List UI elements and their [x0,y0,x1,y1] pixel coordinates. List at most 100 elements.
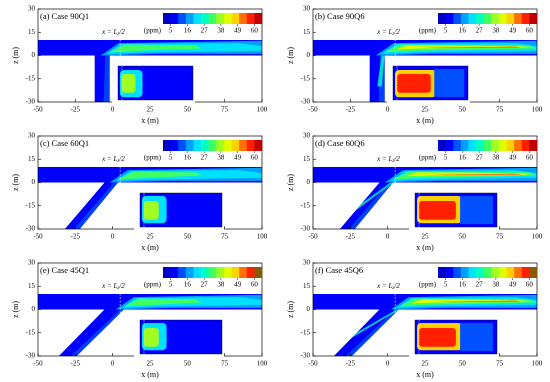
colorbar-label: (ppm) [419,281,437,289]
colorbar-swatch [468,267,477,278]
colorbar-tick-label: 16 [459,154,467,162]
panel: -50 -25 0 25 50 75 100 -30 -15 0 15 30 x (m) z (m) (c)… [11,132,268,252]
colorbar-swatch [208,267,217,278]
x-axis-label: x (m) [416,116,434,125]
panel: -50 -25 0 25 50 75 100 -30 -15 0 15 30 x (m) z (m) (f)… [286,259,543,379]
colorbar-tick-label: 5 [444,27,448,35]
colorbar-swatch [163,267,171,278]
inset-blob [122,74,136,93]
y-tick-label: 30 [28,132,36,140]
x-tick-label: 25 [147,360,155,368]
colorbar-swatch [521,267,530,278]
colorbar-swatch [208,13,217,24]
colorbar-tick-label: 27 [201,27,209,35]
plume [342,294,537,356]
x-tick-label: 25 [147,106,155,114]
y-tick-label: 0 [32,51,36,59]
y-tick-label: 15 [303,155,311,163]
colorbar-swatch [506,267,515,278]
colorbar-swatch [453,13,462,24]
inset-frame [392,65,469,101]
annotation-part: x = L [376,28,392,36]
x-tick-label: -50 [33,106,43,114]
colorbar-swatch [193,267,202,278]
colorbar-swatch [178,140,187,151]
inset-frame [117,65,194,101]
colorbar-tick-label: 27 [476,281,484,289]
colorbar-swatch [460,13,469,24]
plume [100,40,262,102]
colorbar-swatch [254,140,263,151]
colorbar-tick-label: 38 [492,27,500,35]
y-tick-label: 0 [32,178,36,186]
annotation-part: x = L [376,155,392,163]
colorbar-swatch [163,13,171,24]
colorbar-swatch [216,140,225,151]
y-tick-label: 30 [28,259,36,267]
colorbar-swatch [239,13,248,24]
colorbar-tick-label: 49 [509,27,516,35]
x-tick-label: 50 [459,233,467,241]
y-tick-label: 30 [303,132,311,140]
y-tick-label: -30 [301,98,311,106]
colorbar-tick-label: 16 [459,27,467,35]
x-tick-label: 0 [386,106,390,114]
x-tick-label: 100 [257,106,268,114]
plume [73,167,262,229]
y-tick-label: -30 [301,352,311,360]
colorbar-swatch [201,140,209,151]
colorbar-label: (ppm) [419,27,437,35]
x-tick-label: 75 [221,233,229,241]
x-tick-label: 0 [111,106,115,114]
x-tick-label: 75 [496,106,504,114]
colorbar-tick-label: 16 [184,281,192,289]
annotation-part: /2 [118,28,125,36]
colorbar-swatch [445,140,454,151]
inset [409,316,499,358]
colorbar-swatch [231,140,240,151]
colorbar-swatch [476,140,484,151]
colorbar-swatch [201,13,209,24]
x-tick-label: 25 [422,360,430,368]
y-axis-label: z (m) [286,47,295,64]
colorbar-swatch [521,140,530,151]
branch [333,308,400,356]
y-tick-label: -15 [301,328,311,336]
y-tick-label: 30 [303,5,311,13]
colorbar-swatch [223,267,232,278]
x-tick-label: 50 [459,106,467,114]
colorbar-swatch [185,13,194,24]
y-tick-label: 15 [303,28,311,36]
x-tick-label: 0 [111,233,115,241]
colorbar-swatch [468,13,477,24]
annotation-part: /2 [393,155,400,163]
colorbar-swatch [506,140,515,151]
inset-blob [460,323,493,351]
colorbar-swatch [483,140,492,151]
colorbar-tick-label: 5 [169,27,173,35]
plume-branch [70,309,125,356]
colorbar-label: (ppm) [419,154,437,162]
inset [134,189,224,231]
panel-title: (a) Case 90Q1 [40,11,89,21]
colorbar-swatch [246,13,255,24]
x-tick-label: 25 [422,233,430,241]
colorbar-tick-label: 49 [234,154,242,162]
colorbar-tick-label: 60 [251,27,259,35]
inset-blob [460,196,493,224]
colorbar-swatch [223,13,232,24]
x-axis-label: x (m) [141,370,159,379]
colorbar-swatch [491,13,500,24]
colorbar-swatch [483,267,492,278]
colorbar-swatch [438,13,446,24]
x-tick-label: 75 [496,233,504,241]
x-tick-label: 50 [184,106,192,114]
plume-branch [348,182,394,229]
colorbar-swatch [514,140,523,151]
x-tick-label: 100 [257,233,268,241]
plume-layer [436,300,523,303]
colorbar-swatch [170,140,179,151]
x-tick-label: 100 [532,233,543,241]
x-tick-label: 25 [147,233,155,241]
panel-title: (b) Case 90Q6 [315,11,365,21]
